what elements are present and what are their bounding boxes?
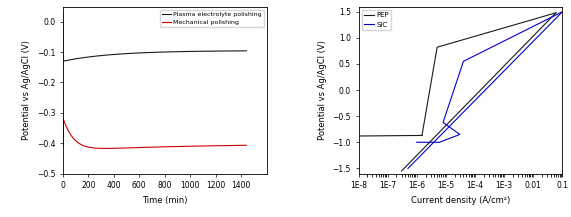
SiC [440, 121, 447, 124]
Y-axis label: Potential vs Ag/AgCl (V): Potential vs Ag/AgCl (V) [22, 40, 31, 140]
Plasma electrolyte polishing [243, 49, 250, 52]
PEP [491, 29, 498, 32]
Mechanical polishing [66, 132, 73, 135]
Y-axis label: Potential vs Ag/AgCl (V): Potential vs Ag/AgCl (V) [318, 40, 327, 140]
PEP [499, 27, 506, 30]
Line: Plasma electrolyte polishing: Plasma electrolyte polishing [63, 16, 246, 61]
Line: Mechanical polishing: Mechanical polishing [63, 13, 246, 148]
Mechanical polishing [243, 144, 250, 146]
Mechanical polishing [101, 147, 108, 150]
Legend: Plasma electrolyte polishing, Mechanical polishing: Plasma electrolyte polishing, Mechanical… [160, 10, 264, 27]
SiC [413, 141, 420, 144]
Mechanical polishing [74, 141, 81, 144]
Line: SiC: SiC [417, 12, 562, 142]
Plasma electrolyte polishing [68, 58, 75, 61]
Plasma electrolyte polishing [70, 58, 77, 61]
Plasma electrolyte polishing [59, 14, 66, 17]
PEP [368, 135, 375, 137]
SiC [436, 141, 443, 144]
PEP [355, 135, 362, 137]
SiC [476, 52, 482, 55]
SiC [417, 141, 424, 144]
X-axis label: Time (min): Time (min) [142, 196, 187, 205]
PEP [520, 21, 526, 24]
Plasma electrolyte polishing [96, 54, 103, 57]
Mechanical polishing [59, 118, 66, 120]
PEP [553, 12, 560, 14]
PEP [487, 30, 494, 33]
Line: PEP: PEP [359, 13, 556, 136]
Plasma electrolyte polishing [73, 58, 80, 60]
Mechanical polishing [67, 134, 74, 136]
Mechanical polishing [59, 11, 66, 14]
X-axis label: Current density (A/cm²): Current density (A/cm²) [411, 196, 510, 205]
Mechanical polishing [65, 129, 71, 132]
Plasma electrolyte polishing [59, 60, 66, 62]
SiC [423, 141, 430, 144]
Plasma electrolyte polishing [60, 60, 67, 62]
SiC [428, 141, 435, 144]
Legend: PEP, SiC: PEP, SiC [362, 10, 391, 30]
SiC [559, 10, 566, 13]
Mechanical polishing [61, 120, 67, 123]
Plasma electrolyte polishing [148, 51, 155, 54]
PEP [479, 33, 486, 35]
